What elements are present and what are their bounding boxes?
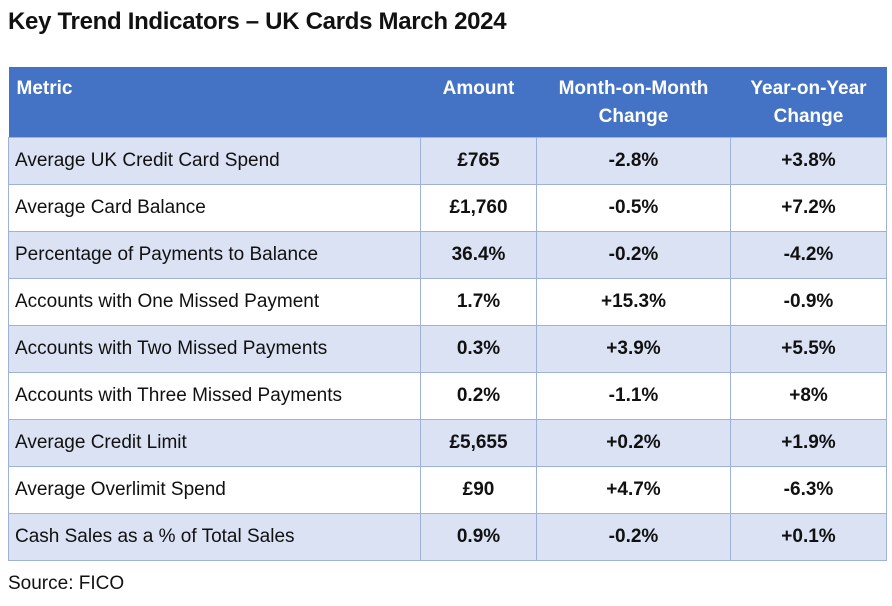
header-metric-line1: Metric (16, 78, 73, 99)
cell-amount: 1.7% (420, 277, 537, 326)
cell-amount: £90 (420, 465, 537, 514)
cell-mom: -0.2% (536, 230, 731, 279)
cell-metric: Average Overlimit Spend (8, 465, 421, 514)
cell-mom: -0.2% (536, 512, 731, 561)
cell-metric: Average UK Credit Card Spend (8, 136, 421, 185)
header-metric: Metric (9, 67, 421, 137)
cell-amount: £5,655 (420, 418, 537, 467)
cell-metric: Accounts with Two Missed Payments (8, 324, 421, 373)
cell-mom: -2.8% (536, 136, 731, 185)
cell-mom: +4.7% (536, 465, 731, 514)
header-yoy-change: Year-on-Year Change (731, 67, 887, 137)
table-row: Accounts with One Missed Payment 1.7% +1… (8, 277, 887, 326)
cell-metric: Percentage of Payments to Balance (8, 230, 421, 279)
cell-yoy: -0.9% (730, 277, 887, 326)
table-row: Cash Sales as a % of Total Sales 0.9% -0… (8, 512, 887, 561)
header-amount: Amount (421, 67, 537, 137)
cell-metric: Accounts with Three Missed Payments (8, 371, 421, 420)
table-row: Percentage of Payments to Balance 36.4% … (8, 230, 887, 279)
cell-yoy: -6.3% (730, 465, 887, 514)
indicators-table-container: Metric Amount Month-on-Month Change Year… (8, 67, 887, 561)
cell-yoy: +3.8% (730, 136, 887, 185)
table-row: Accounts with Three Missed Payments 0.2%… (8, 371, 887, 420)
indicators-table: Metric Amount Month-on-Month Change Year… (8, 67, 887, 561)
header-mom-line1: Month-on-Month (558, 78, 709, 99)
cell-mom: -0.5% (536, 183, 731, 232)
cell-yoy: +0.1% (730, 512, 887, 561)
header-yoy-line1: Year-on-Year (750, 78, 867, 99)
source-note: Source: FICO (8, 573, 125, 594)
page-title: Key Trend Indicators – UK Cards March 20… (8, 8, 507, 35)
table-row: Accounts with Two Missed Payments 0.3% +… (8, 324, 887, 373)
header-amount-line1: Amount (442, 78, 515, 99)
cell-yoy: -4.2% (730, 230, 887, 279)
cell-mom: +15.3% (536, 277, 731, 326)
table-row: Average UK Credit Card Spend £765 -2.8% … (8, 136, 887, 185)
header-yoy-line2: Change (773, 106, 844, 127)
cell-amount: 0.2% (420, 371, 537, 420)
cell-amount: 0.3% (420, 324, 537, 373)
header-mom-line2: Change (598, 106, 669, 127)
cell-mom: +3.9% (536, 324, 731, 373)
cell-yoy: +8% (730, 371, 887, 420)
cell-metric: Cash Sales as a % of Total Sales (8, 512, 421, 561)
cell-amount: 0.9% (420, 512, 537, 561)
header-mom-change: Month-on-Month Change (537, 67, 731, 137)
cell-yoy: +1.9% (730, 418, 887, 467)
cell-yoy: +5.5% (730, 324, 887, 373)
cell-metric: Accounts with One Missed Payment (8, 277, 421, 326)
cell-mom: +0.2% (536, 418, 731, 467)
cell-metric: Average Credit Limit (8, 418, 421, 467)
cell-metric: Average Card Balance (8, 183, 421, 232)
table-row: Average Credit Limit £5,655 +0.2% +1.9% (8, 418, 887, 467)
table-header-row: Metric Amount Month-on-Month Change Year… (8, 67, 887, 137)
cell-amount: £765 (420, 136, 537, 185)
cell-amount: £1,760 (420, 183, 537, 232)
cell-mom: -1.1% (536, 371, 731, 420)
cell-yoy: +7.2% (730, 183, 887, 232)
cell-amount: 36.4% (420, 230, 537, 279)
table-row: Average Overlimit Spend £90 +4.7% -6.3% (8, 465, 887, 514)
table-row: Average Card Balance £1,760 -0.5% +7.2% (8, 183, 887, 232)
